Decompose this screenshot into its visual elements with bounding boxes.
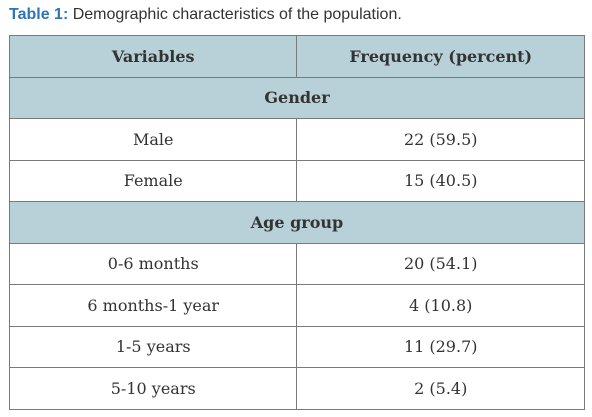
table-row: 1-5 years 11 (29.7) bbox=[8, 325, 585, 368]
table-caption: Table 1: Demographic characteristics of … bbox=[9, 6, 402, 24]
table-row: 6 months-1 year 4 (10.8) bbox=[8, 284, 585, 327]
cell-variable: Male bbox=[8, 118, 298, 161]
table-caption-text: Demographic characteristics of the popul… bbox=[68, 6, 402, 23]
section-row-gender: Gender bbox=[9, 76, 585, 119]
cell-frequency: 4 (10.8) bbox=[296, 284, 585, 327]
cell-frequency: 2 (5.4) bbox=[296, 367, 585, 410]
table-row: Male 22 (59.5) bbox=[8, 118, 585, 161]
table-row: 5-10 years 2 (5.4) bbox=[8, 367, 585, 410]
demographics-table: Variables Frequency (percent) Gender Mal… bbox=[8, 35, 585, 410]
section-row-age-group: Age group bbox=[9, 201, 585, 244]
cell-frequency: 11 (29.7) bbox=[296, 325, 585, 368]
section-title-age-group: Age group bbox=[9, 201, 585, 244]
table-caption-label: Table 1: bbox=[9, 6, 69, 23]
cell-frequency: 20 (54.1) bbox=[296, 242, 585, 285]
cell-frequency: 22 (59.5) bbox=[296, 118, 585, 161]
cell-variable: 1-5 years bbox=[8, 325, 298, 368]
cell-variable: 0-6 months bbox=[8, 242, 298, 285]
column-header-variables: Variables bbox=[8, 35, 298, 78]
table-row: 0-6 months 20 (54.1) bbox=[8, 242, 585, 285]
cell-variable: 5-10 years bbox=[8, 367, 298, 410]
table-row: Female 15 (40.5) bbox=[8, 159, 585, 202]
cell-variable: Female bbox=[8, 159, 298, 202]
cell-variable: 6 months-1 year bbox=[8, 284, 298, 327]
section-title-gender: Gender bbox=[9, 76, 585, 119]
column-header-frequency: Frequency (percent) bbox=[296, 35, 585, 78]
table-header-row: Variables Frequency (percent) bbox=[8, 35, 585, 78]
cell-frequency: 15 (40.5) bbox=[296, 159, 585, 202]
